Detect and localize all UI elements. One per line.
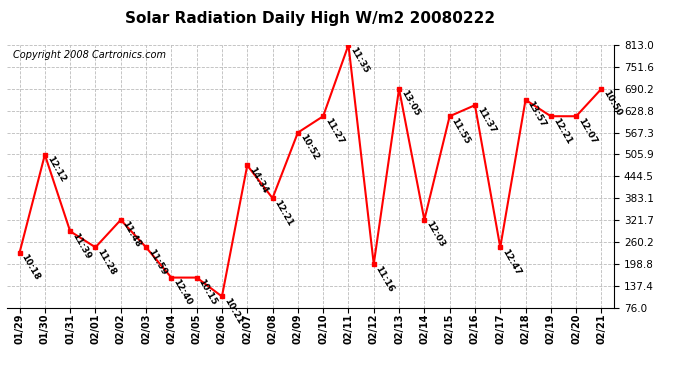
Text: 12:40: 12:40 [171,278,193,307]
Text: 10:50: 10:50 [602,89,624,118]
Text: 11:16: 11:16 [374,264,396,293]
Text: 11:39: 11:39 [70,231,92,261]
Text: 11:37: 11:37 [475,105,497,135]
Text: 10:52: 10:52 [298,133,320,162]
Text: Copyright 2008 Cartronics.com: Copyright 2008 Cartronics.com [13,50,166,60]
Text: 11:28: 11:28 [95,247,117,277]
Text: 11:27: 11:27 [323,116,345,146]
Text: 11:35: 11:35 [348,45,371,74]
Text: 13:57: 13:57 [526,100,548,129]
Text: 11:55: 11:55 [450,116,472,146]
Text: 10:21: 10:21 [222,297,244,326]
Text: 14:34: 14:34 [247,165,270,195]
Text: 10:15: 10:15 [197,278,219,307]
Text: 12:12: 12:12 [45,155,67,184]
Text: 12:21: 12:21 [273,198,295,228]
Text: 12:07: 12:07 [576,116,598,146]
Text: 13:05: 13:05 [399,89,421,118]
Text: 12:03: 12:03 [424,220,446,249]
Text: Solar Radiation Daily High W/m2 20080222: Solar Radiation Daily High W/m2 20080222 [126,11,495,26]
Text: 11:59: 11:59 [146,247,168,277]
Text: 11:48: 11:48 [121,220,143,249]
Text: 10:18: 10:18 [19,253,41,282]
Text: 12:47: 12:47 [500,247,522,277]
Text: 12:21: 12:21 [551,116,573,146]
